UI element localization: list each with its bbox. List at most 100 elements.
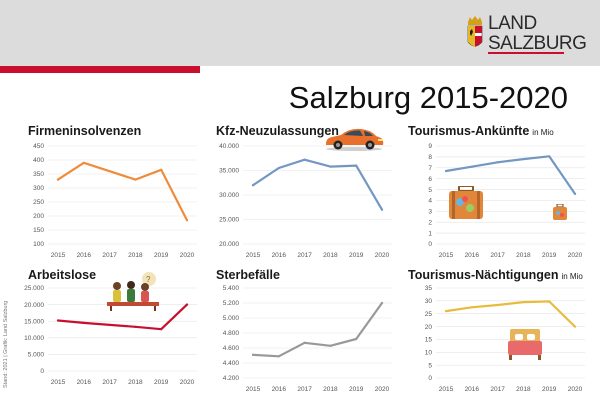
x-tick-label: 2015 [246, 252, 261, 259]
data-point [251, 353, 255, 356]
data-point [573, 192, 577, 196]
x-tick-label: 2017 [490, 252, 505, 259]
y-tick-label: 300 [33, 185, 44, 192]
x-tick-label: 2015 [51, 379, 66, 386]
y-tick-label: 0 [40, 368, 44, 375]
chart-kfz: 40.000 35.000 30.000 25.000 20.000 2015 2016 20… [219, 143, 392, 259]
x-tick-label: 2020 [375, 386, 390, 393]
y-tick-label: 15.000 [24, 318, 44, 325]
data-point [82, 321, 85, 324]
y-tick-label: 4.200 [223, 375, 240, 382]
data-point [134, 325, 137, 328]
y-tick-label: 30 [425, 298, 433, 305]
x-tick-label: 2017 [102, 379, 117, 386]
chart-title-arbeitslose: Arbeitslose [28, 268, 97, 282]
y-tick-label: 5 [428, 187, 432, 194]
y-tick-label: 35.000 [219, 168, 239, 175]
data-point [160, 328, 163, 331]
chart-title-firmeninsolvenzen: Firmeninsolvenzen [28, 124, 142, 138]
series-line [56, 303, 189, 331]
chart-firmeninsolvenzen: 450 400 350 300 250 200 150 100 2015 2016 2017 2018… [33, 143, 197, 259]
data-point [444, 169, 448, 173]
x-tick-label: 2016 [272, 252, 287, 259]
credit-note: Stand: 2021 | Grafik: Land Salzburg [3, 300, 9, 388]
y-tick-label: 4.400 [223, 360, 240, 367]
data-point [355, 164, 358, 167]
people-bench-icon: ? [107, 272, 159, 311]
y-tick-label: 9 [428, 143, 432, 150]
x-tick-label: 2016 [77, 252, 92, 259]
data-point [573, 325, 577, 328]
data-point [470, 165, 473, 168]
x-tick-label: 2020 [180, 379, 195, 386]
x-tick-label: 2020 [180, 252, 195, 259]
x-tick-label: 2018 [323, 386, 338, 393]
x-tick-label: 2018 [323, 252, 338, 259]
x-tick-label: 2018 [128, 379, 143, 386]
x-tick-label: 2015 [246, 386, 261, 393]
data-point [185, 219, 189, 222]
y-tick-label: 3 [428, 209, 432, 216]
header-bar [0, 0, 600, 66]
y-tick-label: 20 [425, 324, 433, 331]
data-point [251, 184, 255, 187]
data-point [108, 323, 111, 326]
x-tick-label: 2019 [542, 386, 557, 393]
y-tick-label: 25.000 [24, 285, 44, 292]
y-tick-label: 35 [425, 285, 433, 292]
data-point [522, 157, 525, 161]
y-tick-label: 4.800 [223, 330, 240, 337]
y-tick-label: 10.000 [24, 335, 44, 342]
chart-sterbefaelle: 5.400 5.200 5.000 4.800 4.600 4.400 4.200 2015 2… [223, 285, 392, 393]
logo-line-1: LAND [488, 13, 537, 34]
y-tick-label: 10 [425, 349, 433, 356]
x-tick-label: 2016 [272, 386, 287, 393]
y-tick-label: 350 [33, 171, 44, 178]
data-point [355, 337, 358, 341]
data-point [380, 301, 384, 305]
y-tick-label: 20.000 [24, 302, 44, 309]
data-point [522, 301, 525, 304]
chart-title-naechtigungen: Tourismus-Nächtigungen in Mio [408, 268, 583, 282]
series-line [56, 161, 189, 222]
y-tick-label: 5.400 [223, 285, 240, 292]
y-tick-label: 20.000 [219, 241, 239, 248]
x-tick-label: 2016 [77, 379, 92, 386]
y-tick-label: 0 [428, 375, 432, 382]
x-tick-label: 2019 [349, 386, 364, 393]
coat-of-arms-icon [467, 16, 483, 47]
data-point [185, 303, 189, 306]
y-tick-label: 4 [428, 198, 432, 205]
y-tick-label: 4.600 [223, 345, 240, 352]
x-tick-label: 2017 [297, 386, 312, 393]
x-tick-label: 2020 [375, 252, 390, 259]
y-tick-label: 8 [428, 154, 432, 161]
data-point [56, 178, 60, 181]
data-point [303, 341, 306, 344]
y-tick-label: 0 [428, 241, 432, 248]
y-tick-label: 25 [425, 311, 433, 318]
x-tick-label: 2016 [465, 386, 480, 393]
suitcase-large-icon [449, 186, 483, 219]
x-tick-label: 2017 [490, 386, 505, 393]
data-point [470, 306, 473, 309]
y-tick-label: 30.000 [219, 192, 239, 199]
car-icon [326, 128, 384, 151]
chart-title-kfz: Kfz-Neuzulassungen [216, 124, 339, 138]
chart-title-sterbefaelle: Sterbefälle [216, 268, 280, 282]
y-tick-label: 15 [425, 337, 433, 344]
data-point [380, 208, 384, 211]
data-point [548, 300, 551, 303]
page-title: Salzburg 2015-2020 [288, 80, 568, 115]
data-point [134, 178, 137, 181]
x-tick-label: 2018 [128, 252, 143, 259]
y-tick-label: 450 [33, 143, 44, 150]
accent-strip [0, 66, 200, 73]
data-point [277, 166, 280, 170]
y-tick-label: 1 [428, 230, 432, 237]
y-tick-label: 6 [428, 176, 432, 183]
series-line [251, 301, 384, 358]
y-tick-label: 2 [428, 219, 432, 226]
x-tick-label: 2017 [102, 252, 117, 259]
chart-title-ankuenfte: Tourismus-Ankünfte in Mio [408, 124, 554, 138]
